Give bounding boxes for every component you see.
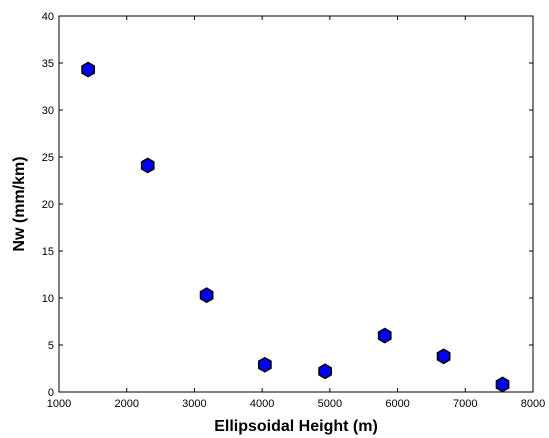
data-point — [436, 348, 451, 365]
y-axis-label: Nw (mm/km) — [11, 156, 28, 251]
plot-area — [58, 15, 534, 393]
x-tick-label: 4000 — [250, 398, 274, 410]
y-tick-label: 40 — [42, 11, 54, 23]
data-points — [81, 61, 510, 393]
data-point — [318, 363, 332, 380]
data-point — [140, 157, 155, 174]
data-point — [377, 327, 392, 344]
data-point — [257, 356, 272, 373]
x-tick-label: 1000 — [47, 398, 71, 410]
x-axis-label: Ellipsoidal Height (m) — [214, 418, 378, 435]
y-tick-label: 25 — [42, 152, 54, 164]
y-tick-label: 15 — [42, 246, 54, 258]
x-tick-label: 8000 — [521, 398, 545, 410]
x-tick-label: 6000 — [385, 398, 409, 410]
y-tick-label: 20 — [42, 199, 54, 211]
y-tick-label: 5 — [48, 340, 54, 352]
x-tick-label: 7000 — [453, 398, 477, 410]
y-tick-label: 10 — [42, 293, 54, 305]
data-point — [81, 61, 95, 78]
x-tick-label: 5000 — [318, 398, 342, 410]
y-tick-label: 35 — [42, 58, 54, 70]
data-point — [199, 287, 214, 304]
y-tick-label: 30 — [42, 105, 54, 117]
data-point — [495, 376, 510, 393]
axis-ticks: 1000 2000 3000 4000 5000 6000 7000 8000 0 5 10 15 20… — [42, 11, 545, 410]
y-tick-label: 0 — [48, 387, 54, 399]
x-tick-label: 2000 — [114, 398, 138, 410]
x-tick-label: 3000 — [182, 398, 206, 410]
